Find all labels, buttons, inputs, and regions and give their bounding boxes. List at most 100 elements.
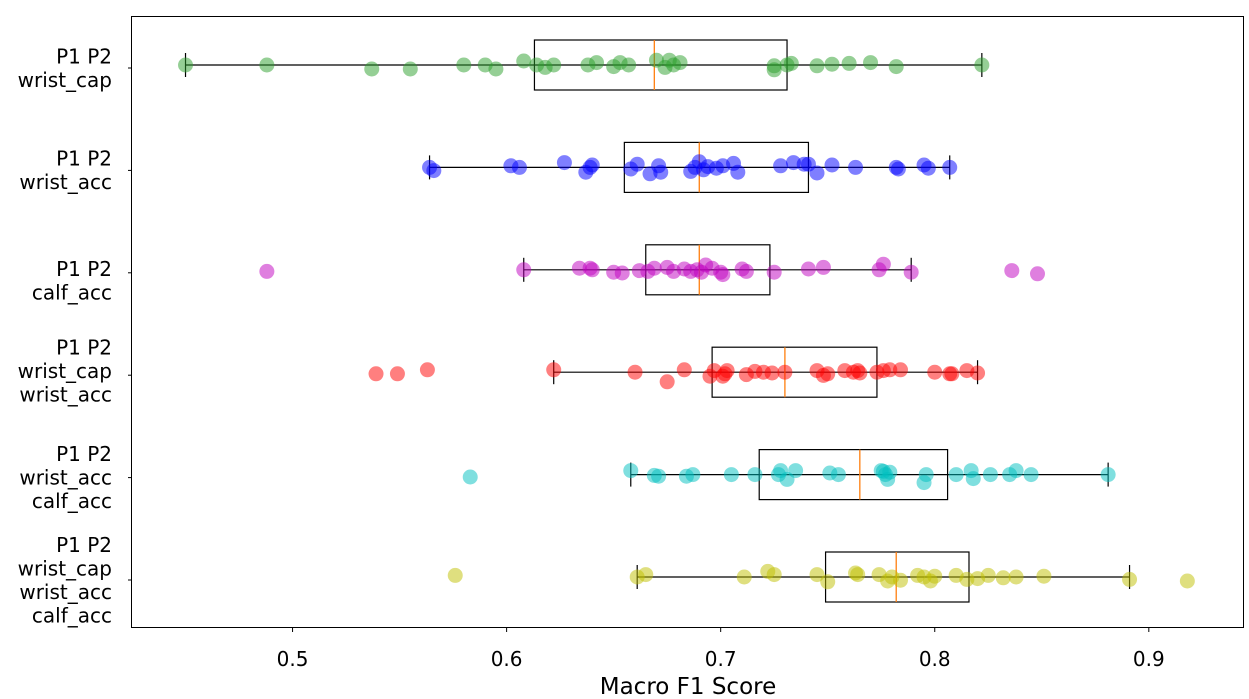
group-2-point bbox=[773, 158, 789, 174]
group-2-y-tick-label: P1 P2 wrist_acc bbox=[19, 147, 112, 195]
group-5-point bbox=[651, 468, 667, 484]
group-1-point bbox=[456, 57, 472, 73]
x-tick-label: 0.8 bbox=[919, 647, 951, 671]
group-1-point bbox=[809, 58, 825, 74]
group-5-point bbox=[882, 464, 898, 480]
group-2-point bbox=[890, 161, 906, 177]
group-2-y-tick-label-line: P1 P2 bbox=[56, 147, 112, 171]
group-5-point bbox=[685, 467, 701, 483]
group-5-point bbox=[948, 467, 964, 483]
group-1-point bbox=[178, 57, 194, 73]
group-3-point bbox=[1029, 266, 1045, 282]
group-3-y-tick-label-line: calf_acc bbox=[32, 281, 112, 305]
group-6-point bbox=[809, 567, 825, 583]
group-3-point bbox=[259, 263, 275, 279]
group-6-point bbox=[927, 568, 943, 584]
group-3-point bbox=[875, 256, 891, 272]
group-4-y-tick-label: P1 P2 wrist_cap wrist_acc bbox=[18, 336, 112, 407]
group-5-y-tick-label-line: P1 P2 bbox=[56, 442, 112, 466]
plot-frame bbox=[131, 16, 1244, 628]
group-6-y-tick-label-line: wrist_cap bbox=[18, 556, 112, 580]
group-3-point bbox=[766, 264, 782, 280]
group-5-point bbox=[788, 463, 804, 479]
group-5-y-tick-label-line: wrist_acc bbox=[19, 466, 112, 490]
points-layer bbox=[178, 52, 1195, 590]
group-3-y-tick-label: P1 P2 calf_acc bbox=[32, 257, 112, 305]
group-4-point bbox=[820, 366, 836, 382]
group-3-point bbox=[614, 265, 630, 281]
group-3-point bbox=[1004, 263, 1020, 279]
x-axis-title: Macro F1 Score bbox=[600, 674, 777, 699]
group-2-point bbox=[730, 164, 746, 180]
group-6-point bbox=[892, 572, 908, 588]
group-6-y-tick-label-line: wrist_acc bbox=[19, 580, 112, 604]
group-4-point bbox=[892, 362, 908, 378]
group-3-point bbox=[815, 259, 831, 275]
group-3-point bbox=[516, 262, 532, 278]
group-1-point bbox=[488, 61, 504, 77]
group-1-point bbox=[402, 61, 418, 77]
group-6-point bbox=[850, 567, 866, 583]
group-1-point bbox=[824, 56, 840, 72]
group-2-point bbox=[824, 157, 840, 173]
group-6-point bbox=[1008, 569, 1024, 585]
group-4-point bbox=[419, 362, 435, 378]
group-2-point bbox=[942, 159, 958, 175]
group-1-point bbox=[589, 55, 605, 71]
group-2-y-tick-label-line: wrist_acc bbox=[19, 170, 112, 194]
group-1-point bbox=[766, 62, 782, 78]
group-4-y-tick-label-line: P1 P2 bbox=[56, 336, 112, 360]
group-6-y-tick-label-line: P1 P2 bbox=[56, 533, 112, 557]
group-3-point bbox=[738, 263, 754, 279]
group-1-point bbox=[841, 55, 857, 71]
x-tick-label: 0.5 bbox=[277, 647, 309, 671]
group-3-point bbox=[584, 262, 600, 278]
boxes-layer bbox=[184, 39, 1131, 603]
group-2-point bbox=[920, 160, 936, 176]
x-tick-label: 0.7 bbox=[705, 647, 737, 671]
group-6-point bbox=[447, 567, 463, 583]
group-1-y-tick-label: P1 P2 wrist_cap bbox=[18, 44, 112, 92]
group-4-point bbox=[627, 364, 643, 380]
group-1-point bbox=[974, 57, 990, 73]
group-2-point bbox=[511, 159, 527, 175]
group-5-point bbox=[918, 467, 934, 483]
x-tick-label: 0.9 bbox=[1133, 647, 1165, 671]
group-1-y-tick-label-line: P1 P2 bbox=[56, 44, 112, 68]
group-6-point bbox=[736, 569, 752, 585]
group-5-point bbox=[723, 467, 739, 483]
group-4-y-tick-label-line: wrist_cap bbox=[18, 359, 112, 383]
group-1-point bbox=[516, 53, 532, 69]
group-4-point bbox=[882, 362, 898, 378]
group-2-point bbox=[848, 159, 864, 175]
group-5-y-tick-label: P1 P2 wrist_acc calf_acc bbox=[19, 442, 112, 513]
group-5-point bbox=[462, 469, 478, 485]
group-5-point bbox=[1023, 467, 1039, 483]
group-6-point bbox=[766, 567, 782, 583]
group-2-point bbox=[653, 164, 669, 180]
x-tick-label: 0.6 bbox=[491, 647, 523, 671]
group-2-point bbox=[426, 163, 442, 179]
group-4-point bbox=[764, 365, 780, 381]
group-3-point bbox=[571, 260, 587, 276]
group-4-point bbox=[970, 365, 986, 381]
group-4-point bbox=[659, 374, 675, 390]
group-6-point bbox=[959, 571, 975, 587]
group-4-point bbox=[676, 362, 692, 378]
group-3-point bbox=[800, 261, 816, 277]
group-5-point bbox=[830, 467, 846, 483]
group-3-y-tick-label-line: P1 P2 bbox=[56, 257, 112, 281]
group-4-point bbox=[944, 366, 960, 382]
group-6-y-tick-label: P1 P2 wrist_cap wrist_acc calf_acc bbox=[18, 533, 112, 628]
group-2-point bbox=[556, 155, 572, 171]
group-2-point bbox=[584, 157, 600, 173]
group-2-point bbox=[629, 156, 645, 172]
group-4-point bbox=[927, 364, 943, 380]
group-5-point bbox=[982, 467, 998, 483]
group-5-point bbox=[1008, 463, 1024, 479]
group-5-point bbox=[623, 463, 639, 479]
group-6-point bbox=[980, 567, 996, 583]
group-6-point bbox=[638, 567, 654, 583]
